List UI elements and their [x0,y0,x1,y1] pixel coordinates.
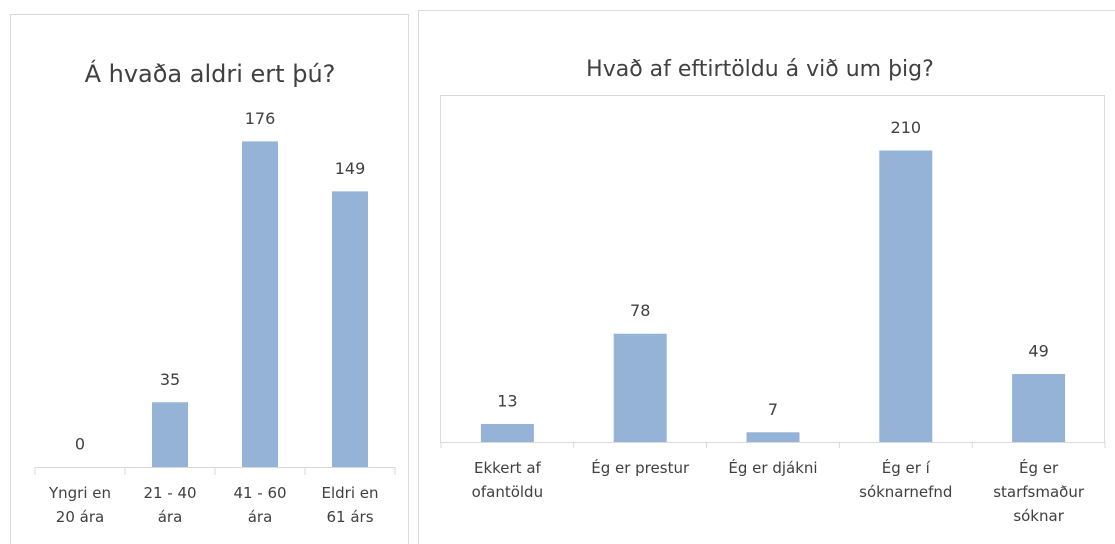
x-tick-label: Ég er starfsmaður sóknar [993,459,1084,525]
bar [746,432,800,442]
data-label: 35 [160,370,180,389]
chart-title: Á hvaða aldri ert þú? [85,59,336,88]
panel [418,10,1115,544]
data-label: 210 [891,118,922,137]
x-tick-label: Ekkert af ofantöldu [471,459,544,501]
data-label: 78 [630,301,650,320]
data-label: 49 [1028,341,1048,360]
bar [480,423,534,442]
panel [10,14,409,544]
x-tick-label: 21 - 40 ára [143,484,197,526]
x-tick-label: Ég er djákni [728,459,818,477]
data-label: 149 [335,159,366,178]
data-label: 7 [768,400,778,419]
x-tick-label: Yngri en 20 ára [48,484,112,526]
bar [152,402,188,467]
data-label: 13 [497,391,517,410]
plot-area [440,95,1105,443]
x-tick-label: Ég er prestur [591,459,690,477]
bar [242,141,278,467]
x-tick-label: Eldri en 61 árs [321,484,379,526]
bar [613,333,667,442]
x-tick-label: 41 - 60 ára [233,484,287,526]
bar [332,191,368,467]
bar [879,150,933,442]
x-tick-label: Ég er í sóknarnefnd [859,459,953,501]
bar [1012,373,1066,442]
chart-title: Hvað af eftirtöldu á við um þig? [586,57,934,82]
data-label: 0 [75,435,85,454]
data-label: 176 [245,109,276,128]
